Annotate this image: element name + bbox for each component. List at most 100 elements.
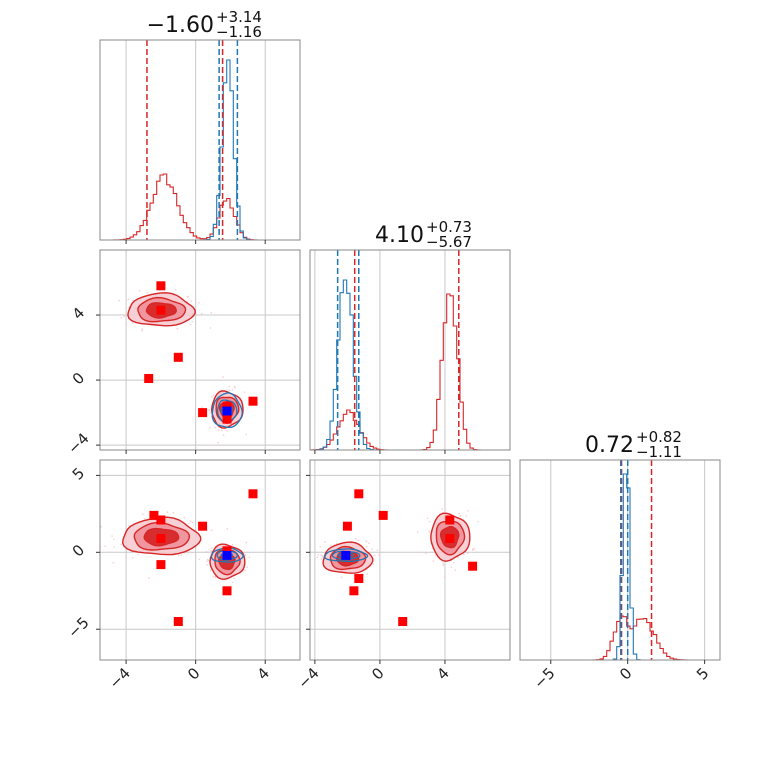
title-value: 0.72	[585, 433, 634, 458]
title-param-0: −1.60 +3.14−1.16	[147, 8, 262, 41]
sample-point-red	[365, 540, 368, 543]
sample-point-red	[146, 292, 149, 294]
marker-red-square	[144, 374, 154, 383]
sample-point-red	[428, 530, 430, 533]
y-tick-label: 5	[69, 464, 88, 483]
sample-point-red	[183, 516, 186, 519]
sample-point-red	[123, 315, 125, 318]
sample-point-red	[118, 299, 120, 302]
marker-red-square	[198, 408, 208, 418]
marker-red-square	[349, 586, 359, 596]
sample-point-blue	[321, 556, 324, 558]
sample-point-red	[208, 409, 210, 411]
sample-point-red	[467, 510, 469, 512]
sample-point-red	[138, 289, 141, 292]
x-tick-label: −4	[294, 664, 322, 692]
sample-point-red	[432, 560, 435, 562]
sample-point-red	[357, 539, 360, 542]
sample-point-red	[189, 323, 192, 326]
marker-red-square	[222, 401, 232, 411]
sample-point-red	[206, 564, 208, 566]
sample-point-red	[211, 547, 213, 549]
panel-frame	[519, 459, 721, 661]
sample-point-red	[172, 511, 175, 514]
scatter-panel-2-1	[309, 459, 511, 661]
sample-point-red	[180, 554, 183, 557]
sample-point-red	[191, 551, 193, 554]
sample-point-red	[245, 541, 248, 544]
sample-point-red	[220, 429, 223, 432]
sample-point-red	[463, 553, 465, 556]
panel-content	[100, 40, 300, 240]
sample-point-red	[416, 531, 419, 533]
sample-point-red	[210, 311, 213, 314]
sample-point-red	[112, 561, 114, 564]
panel-frame	[99, 39, 301, 241]
marker-blue-square	[222, 406, 232, 416]
sample-point-red	[113, 538, 115, 540]
histogram-blue-series	[310, 279, 510, 450]
panel-frame	[309, 459, 511, 661]
sample-point-red	[209, 412, 211, 414]
sample-point-red	[428, 520, 431, 523]
sample-point-red	[228, 385, 231, 388]
panel-content	[310, 460, 510, 660]
sample-point-red	[329, 544, 332, 547]
marker-blue-square	[341, 550, 351, 560]
y-tick-label: −5	[64, 613, 92, 641]
sample-point-red	[209, 327, 212, 329]
sample-point-red	[209, 426, 211, 429]
x-tick-label: 4	[254, 664, 273, 683]
sample-point-red	[442, 564, 445, 566]
panel-background	[100, 40, 300, 240]
marker-red-square	[248, 489, 258, 499]
y-tick-label: −4	[64, 429, 92, 457]
sample-point-red	[120, 543, 122, 546]
sample-point-red	[355, 537, 357, 540]
sample-point-red	[141, 330, 143, 332]
sample-point-red	[365, 546, 368, 548]
sample-point-blue	[205, 550, 208, 553]
sample-point-red	[234, 387, 236, 389]
sample-point-red	[188, 522, 190, 525]
sample-point-red	[228, 389, 231, 391]
sample-point-red	[246, 566, 249, 569]
panel-frame	[309, 249, 511, 451]
sample-point-red	[198, 302, 200, 304]
title-plus-error: +3.14	[216, 8, 262, 26]
sample-point-red	[190, 300, 192, 302]
sample-point-red	[137, 553, 139, 556]
sample-point-red	[210, 529, 213, 531]
sample-point-red	[191, 521, 194, 524]
sample-point-red	[243, 391, 246, 394]
sample-point-red	[244, 569, 246, 571]
sample-point-red	[201, 406, 203, 408]
sample-point-red	[245, 433, 248, 436]
marker-red-square	[445, 515, 455, 525]
x-tick-label: 4	[433, 664, 452, 683]
sample-point-red	[317, 554, 320, 556]
y-tick-label: 0	[69, 541, 88, 560]
sample-point-red	[465, 515, 468, 517]
title-param-1: 4.10 +0.73−5.67	[375, 218, 472, 251]
title-minus-error: −1.11	[636, 443, 682, 461]
sample-point-blue	[243, 551, 245, 554]
sample-point-red	[217, 441, 219, 444]
marker-red-square	[378, 510, 388, 520]
x-tick-label: 0	[368, 664, 387, 683]
panels	[97, 39, 721, 661]
sample-point-red	[200, 312, 203, 315]
contour-blue-level-1	[331, 550, 361, 561]
sample-point-red	[324, 541, 326, 543]
sample-point-red	[320, 558, 323, 560]
y-tick-label: 0	[69, 369, 88, 388]
sample-point-red	[457, 556, 459, 559]
sample-point-red	[176, 327, 179, 330]
sample-point-red	[477, 520, 479, 523]
sample-point-red	[371, 548, 374, 550]
sample-point-red	[322, 555, 324, 557]
sample-point-red	[248, 556, 251, 559]
sample-point-red	[372, 563, 375, 565]
sample-point-red	[97, 299, 99, 301]
